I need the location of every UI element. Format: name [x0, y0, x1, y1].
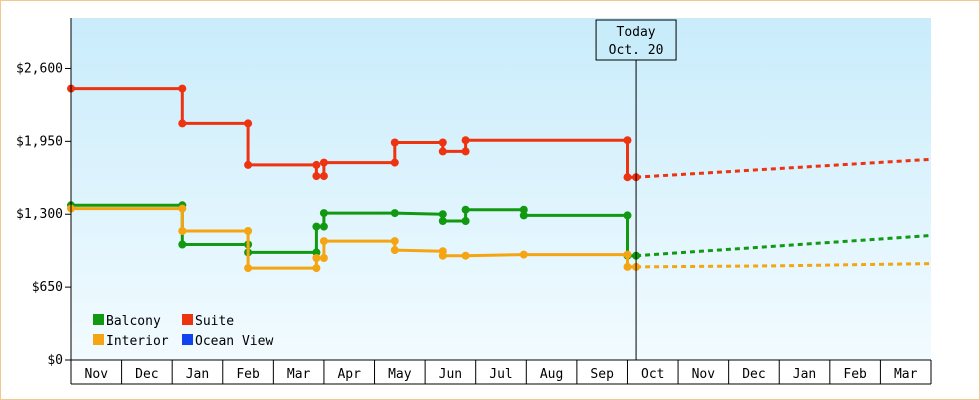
data-point-interior[interactable]: [319, 237, 328, 246]
data-point-interior[interactable]: [244, 227, 253, 235]
data-point-balcony[interactable]: [312, 222, 321, 231]
x-tick-label: Nov: [692, 367, 716, 382]
data-point-balcony[interactable]: [312, 248, 321, 257]
data-point-suite[interactable]: [461, 136, 470, 145]
forecast-line-interior: [636, 262, 932, 269]
data-point-interior[interactable]: [519, 250, 528, 259]
data-point-balcony[interactable]: [519, 205, 528, 214]
data-point-suite[interactable]: [319, 172, 328, 181]
y-tick-label: $0: [47, 353, 63, 368]
data-point-suite[interactable]: [623, 136, 632, 145]
data-point-interior[interactable]: [390, 237, 399, 246]
data-point-interior[interactable]: [178, 227, 187, 235]
data-point-suite[interactable]: [178, 119, 187, 128]
data-point-balcony[interactable]: [623, 211, 632, 220]
data-point-balcony[interactable]: [519, 211, 528, 220]
data-point-interior[interactable]: [178, 204, 187, 213]
x-tick-label: Jan: [186, 367, 209, 382]
legend-label-suite[interactable]: Suite: [195, 314, 234, 329]
data-point-suite[interactable]: [319, 158, 328, 167]
x-tick-label: Oct: [641, 367, 664, 382]
legend-label-ocean-view[interactable]: Ocean View: [195, 334, 273, 349]
data-point-suite[interactable]: [312, 160, 321, 169]
data-point-balcony[interactable]: [390, 209, 399, 218]
legend-label-interior[interactable]: Interior: [106, 334, 169, 349]
data-point-interior[interactable]: [623, 250, 632, 259]
x-tick-label: Jul: [489, 367, 512, 382]
data-point-interior[interactable]: [244, 264, 253, 273]
y-tick-label: $1,300: [16, 207, 63, 222]
x-tick-label: Dec: [742, 367, 765, 382]
today-box: [595, 19, 677, 61]
x-tick-label: Sep: [590, 367, 614, 382]
data-point-suite[interactable]: [438, 147, 447, 156]
x-tick-label: Jun: [439, 367, 462, 382]
x-tick-label: Apr: [337, 367, 361, 382]
series-line-suite: [71, 87, 637, 179]
data-point-balcony[interactable]: [461, 217, 470, 225]
data-point-suite[interactable]: [312, 172, 321, 181]
data-point-balcony[interactable]: [319, 209, 328, 218]
forecast-line-balcony: [635, 234, 932, 258]
data-point-suite[interactable]: [244, 160, 253, 169]
x-tick-label: Feb: [236, 367, 260, 382]
data-point-interior[interactable]: [319, 254, 328, 262]
data-point-balcony[interactable]: [461, 205, 470, 214]
data-point-balcony[interactable]: [178, 240, 187, 249]
data-point-suite[interactable]: [438, 138, 447, 147]
y-tick-label: $1,950: [16, 134, 63, 149]
y-tick-label: $650: [32, 280, 63, 295]
forecast-line-suite: [636, 157, 932, 179]
x-tick-label: Nov: [85, 367, 109, 382]
data-point-balcony[interactable]: [438, 217, 447, 225]
data-point-suite[interactable]: [623, 173, 632, 182]
data-point-interior[interactable]: [312, 264, 321, 273]
data-point-interior[interactable]: [461, 251, 470, 260]
x-tick-label: Aug: [540, 367, 563, 382]
today-label: Today: [617, 25, 656, 40]
data-point-interior[interactable]: [623, 262, 632, 271]
data-point-interior[interactable]: [438, 251, 447, 260]
data-point-suite[interactable]: [244, 119, 253, 128]
x-tick-label: Feb: [843, 367, 867, 382]
today-date-label: Oct. 20: [609, 43, 664, 58]
plot-area: [71, 18, 931, 360]
data-point-interior[interactable]: [390, 246, 399, 255]
data-point-suite[interactable]: [461, 147, 470, 156]
x-tick-label: Mar: [287, 367, 311, 382]
x-tick-label: Mar: [894, 367, 918, 382]
data-point-suite[interactable]: [390, 158, 399, 167]
legend-swatch-suite[interactable]: [182, 314, 193, 325]
x-tick-label: Jan: [793, 367, 816, 382]
data-point-suite[interactable]: [178, 84, 187, 93]
legend-swatch-balcony[interactable]: [93, 314, 104, 325]
legend-label-balcony[interactable]: Balcony: [106, 314, 161, 329]
y-tick-label: $2,600: [16, 61, 63, 76]
x-tick-label: May: [388, 367, 412, 382]
data-point-balcony[interactable]: [438, 210, 447, 219]
data-point-balcony[interactable]: [319, 222, 328, 231]
series-line-interior: [71, 207, 637, 270]
legend-swatch-interior[interactable]: [93, 334, 104, 345]
legend-swatch-ocean-view[interactable]: [182, 334, 193, 345]
data-point-suite[interactable]: [390, 138, 399, 147]
x-tick-label: Dec: [135, 367, 158, 382]
data-point-interior[interactable]: [312, 254, 321, 262]
